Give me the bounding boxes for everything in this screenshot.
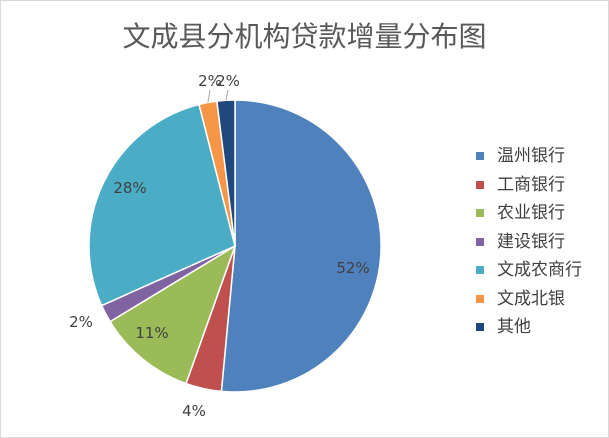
- legend-marker: [476, 266, 484, 275]
- pie-slice-abc: [109, 245, 236, 385]
- data-label-abc: 11%: [135, 324, 168, 342]
- legend-marker: [476, 209, 484, 218]
- leader-line-other: [225, 89, 229, 101]
- pie-slice-wenzhou-bank: [220, 99, 382, 393]
- legend-label: 其他: [497, 317, 531, 338]
- legend-item-abc: 农业银行: [476, 199, 604, 228]
- legend-marker: [476, 294, 484, 303]
- legend-marker: [476, 237, 484, 246]
- legend-item-wenzhou-bank: 温州银行: [476, 142, 604, 171]
- leader-lines: [207, 89, 229, 103]
- data-label-other: 2%: [216, 72, 240, 90]
- legend-label: 建设银行: [497, 231, 565, 252]
- pie-slices: [88, 99, 382, 393]
- legend-label: 温州银行: [497, 146, 565, 167]
- leader-line-wencheng-beiyin: [207, 89, 211, 103]
- data-label-wencheng-rural-commercial-bank: 28%: [113, 179, 146, 197]
- chart-title: 文成县分机构贷款增量分布图: [122, 20, 487, 53]
- data-label-wenzhou-bank: 52%: [336, 259, 369, 277]
- pie-slice-other: [216, 99, 236, 247]
- legend-label: 文成北银: [497, 288, 565, 309]
- legend-label: 农业银行: [497, 203, 565, 224]
- legend-label: 工商银行: [497, 174, 565, 195]
- legend-item-wencheng-beiyin: 文成北银: [476, 285, 604, 314]
- legend-item-icbc: 工商银行: [476, 171, 604, 200]
- legend-marker: [476, 152, 484, 161]
- data-labels: 52%4%11%2%28%2%2%: [69, 72, 370, 420]
- legend-label: 文成农商行: [497, 260, 582, 281]
- data-label-icbc: 4%: [182, 402, 206, 420]
- legend-marker: [476, 323, 484, 332]
- legend-marker: [476, 180, 484, 189]
- pie-slice-wencheng-rural-commercial-bank: [88, 103, 236, 307]
- legend-item-other: 其他: [476, 313, 604, 342]
- legend-item-wencheng-rural-commercial-bank: 文成农商行: [476, 256, 604, 285]
- legend: 温州银行 工商银行 农业银行 建设银行 文成农商行 文成北银 其他: [476, 142, 604, 342]
- data-label-wencheng-beiyin: 2%: [198, 72, 222, 90]
- data-label-ccb: 2%: [69, 313, 93, 331]
- legend-item-ccb: 建设银行: [476, 228, 604, 257]
